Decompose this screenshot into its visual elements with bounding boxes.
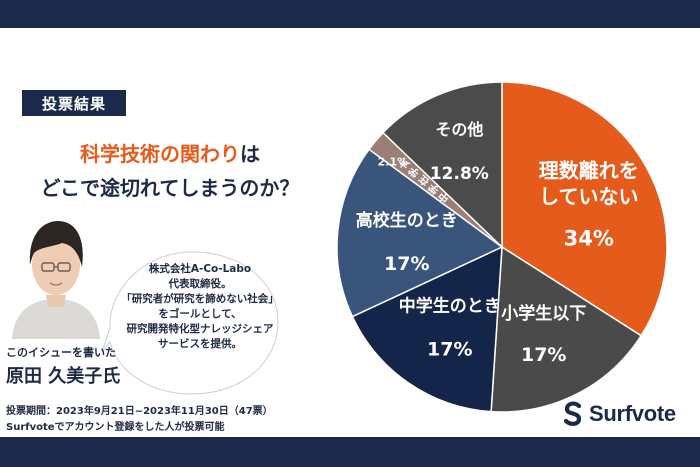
pie-value-label: 34% — [564, 226, 614, 250]
pie-slice-label: 理数離れを — [539, 158, 639, 182]
pie-value-label: 2.1% — [378, 155, 409, 168]
desc-line: をゴールとして、 — [158, 308, 242, 320]
title-line-1: 科学技術の関わりは — [0, 138, 340, 167]
pie-value-label: 12.8% — [430, 164, 489, 184]
pie-slice-label: その他 — [435, 120, 483, 139]
top-band — [0, 0, 700, 28]
pie-slice — [336, 148, 504, 318]
desc-line: 研究開発特化型ナレッジシェア — [126, 323, 274, 335]
desc-line: 代表取締役。 — [168, 278, 232, 290]
results-badge: 投票結果 — [22, 90, 126, 116]
desc-line: 「研究者が研究を諦めない社会」 — [121, 293, 279, 305]
pie-slice-label: していない — [539, 184, 638, 208]
pie-slice-label: 高校生のとき — [356, 210, 458, 231]
bottom-band — [0, 437, 700, 467]
voting-period: 投票期間：2023年9月21日~2023年11月30日（47票） — [6, 406, 273, 417]
logo-text: Surfvote — [589, 401, 676, 426]
author-name: 原田 久美子氏 — [6, 366, 121, 387]
speech-bubble — [102, 251, 279, 395]
title-suffix: は — [240, 142, 260, 166]
author-description: 株式会社A-Co-Labo 代表取締役。 「研究者が研究を諦めない社会」 をゴー… — [108, 262, 292, 352]
pie-slice — [381, 81, 503, 249]
desc-line: 株式会社A-Co-Labo — [148, 263, 252, 275]
pie-slice-label: 小学生以下 — [501, 303, 586, 324]
pie-slice — [501, 81, 668, 337]
pie-value-label: 17% — [384, 253, 429, 275]
title-line-2: どこで途切れてしまうのか？ — [40, 176, 300, 200]
surfvote-s-icon — [563, 401, 582, 426]
pie-value-label: 17% — [427, 339, 472, 361]
author-caption: このイシューを書いた — [6, 346, 116, 359]
pie-slice — [351, 245, 503, 413]
pie-slice-label: 中学生のとき — [399, 296, 501, 317]
author-portrait — [6, 207, 106, 339]
pie-value-label: 17% — [521, 344, 566, 366]
surfvote-logo[interactable]: Surfvote — [563, 401, 676, 427]
pie-slice — [490, 245, 643, 413]
voting-eligibility: Surfvoteでアカウント登録をした人が投票可能 — [6, 422, 225, 433]
title-highlight: 科学技術の関わり — [80, 142, 240, 166]
desc-line: サービスを提供。 — [158, 338, 242, 350]
